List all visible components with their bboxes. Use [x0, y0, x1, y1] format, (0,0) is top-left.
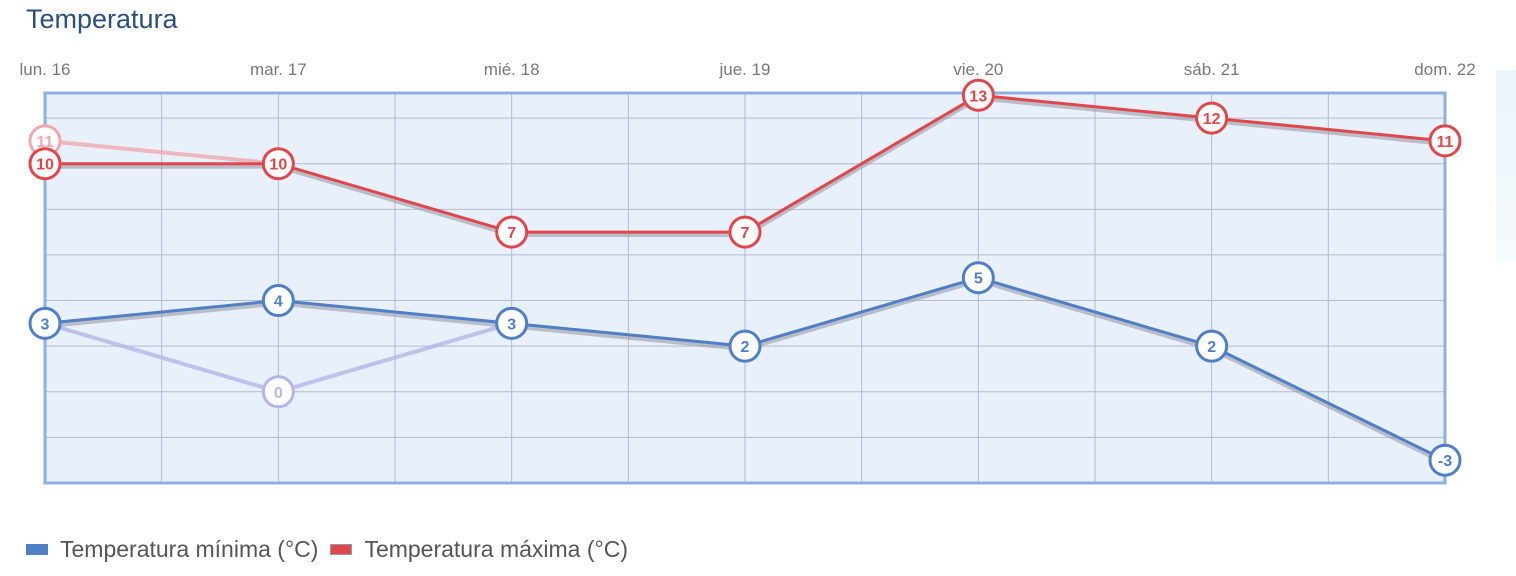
data-label: 5 [974, 271, 983, 288]
faded-data-label: 11 [37, 134, 54, 151]
legend-label-min: Temperatura mínima (°C) [60, 536, 319, 562]
background-decoration [1496, 70, 1516, 260]
data-label: 2 [1207, 339, 1216, 356]
data-label: 3 [41, 316, 50, 333]
x-tick-label: jue. 19 [718, 60, 770, 79]
legend-swatch-min [26, 544, 48, 555]
data-point [261, 284, 295, 318]
data-point [961, 261, 995, 295]
x-tick-label: dom. 22 [1414, 60, 1475, 79]
data-label: 7 [507, 225, 516, 242]
data-label: 10 [269, 157, 287, 174]
legend-label-max: Temperatura máxima (°C) [364, 536, 628, 562]
data-point [28, 147, 62, 181]
plot-border [43, 91, 1447, 485]
data-point [28, 306, 62, 340]
data-point [261, 147, 295, 181]
data-label: 10 [36, 157, 54, 174]
x-tick-label: mié. 18 [484, 60, 540, 79]
data-label: 3 [507, 316, 516, 333]
legend: Temperatura mínima (°C) Temperatura máxi… [26, 536, 640, 563]
data-label: 2 [741, 339, 750, 356]
data-point [1195, 101, 1229, 135]
data-label: 12 [1203, 111, 1221, 128]
faded-data-label: 0 [274, 385, 283, 402]
legend-item-min[interactable]: Temperatura mínima (°C) [26, 536, 318, 563]
faded-data-point [261, 375, 295, 409]
data-point [1428, 443, 1462, 477]
data-point [728, 329, 762, 363]
legend-swatch-max [330, 544, 353, 555]
data-label: 7 [741, 225, 750, 242]
legend-item-max[interactable]: Temperatura máxima (°C) [330, 536, 628, 563]
data-point [495, 306, 529, 340]
data-label: 4 [274, 294, 283, 311]
x-tick-label: lun. 16 [19, 60, 70, 79]
data-point [1428, 124, 1462, 158]
data-label: 13 [969, 88, 987, 105]
data-point [728, 215, 762, 249]
x-tick-label: sáb. 21 [1184, 60, 1240, 79]
faded-series-line [44, 138, 279, 166]
data-point [1195, 329, 1229, 363]
data-label: -3 [1438, 453, 1452, 470]
x-tick-label: vie. 20 [953, 60, 1003, 79]
x-tick-label: mar. 17 [250, 60, 307, 79]
data-point [495, 215, 529, 249]
chart-title: Temperatura [26, 4, 178, 34]
data-label: 11 [1437, 134, 1454, 151]
data-point [961, 78, 995, 112]
